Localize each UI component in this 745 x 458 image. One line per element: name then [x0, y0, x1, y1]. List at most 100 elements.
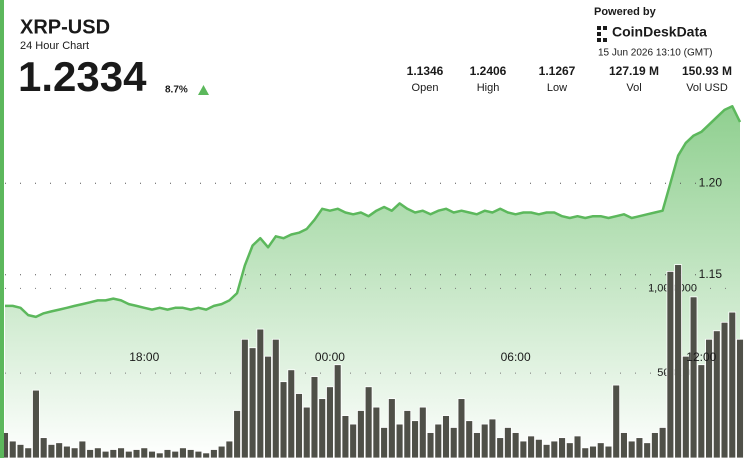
- stat-value: 1.2406: [470, 64, 507, 78]
- volume-bar: [240, 338, 249, 458]
- volume-bar: [519, 440, 528, 458]
- volume-bar: [39, 437, 48, 458]
- powered-by: Powered by: [594, 6, 657, 18]
- volume-bar: [573, 435, 582, 458]
- volume-bar: [163, 449, 172, 458]
- volume-bar: [333, 364, 342, 458]
- volume-bar: [86, 449, 94, 458]
- volume-bar: [426, 432, 435, 458]
- volume-bar: [47, 444, 56, 458]
- volume-bar: [380, 427, 388, 458]
- volume-bar: [418, 406, 427, 458]
- price: 1.2334: [18, 53, 147, 100]
- volume-bar: [202, 452, 211, 458]
- volume-bar: [8, 440, 17, 458]
- volume-bar: [70, 447, 79, 458]
- change: 8.7%: [165, 85, 188, 96]
- volume-bar: [16, 444, 25, 458]
- volume-bar: [627, 440, 636, 458]
- volume-bar: [689, 296, 698, 458]
- volume-bar: [264, 355, 272, 458]
- volume-bar: [434, 423, 443, 458]
- volume-bar: [63, 445, 71, 458]
- volume-bar: [256, 328, 265, 458]
- volume-bar: [658, 427, 667, 458]
- volume-bar: [279, 381, 288, 458]
- title: XRP-USD: [20, 16, 110, 38]
- stats: 1.1346 Open 1.2406 High 1.1267 Low 127.19 M Vol…: [407, 64, 732, 94]
- volume-bar: [589, 445, 597, 458]
- volume-bar: [565, 442, 574, 458]
- y-tick-label: 1.15: [699, 267, 723, 281]
- volume-bar: [341, 415, 350, 458]
- volume-bar: [635, 437, 644, 458]
- volume-bar: [457, 398, 466, 458]
- volume-bar: [117, 447, 125, 458]
- stat-label: Low: [547, 82, 567, 94]
- price-area: [5, 106, 740, 458]
- volume-bar: [387, 398, 396, 458]
- volume-bar: [132, 449, 141, 458]
- x-tick-label: 00:00: [315, 350, 345, 364]
- volume-bar: [225, 440, 234, 458]
- volume-bar: [612, 384, 621, 458]
- volume-bar: [24, 447, 33, 458]
- volume-bar: [511, 432, 520, 458]
- plot: 1,000,000500,0001.201.1518:0000:0006:001…: [1, 105, 744, 458]
- volume-bar: [604, 445, 613, 458]
- volume-bar: [78, 440, 87, 458]
- volume-bar: [643, 442, 652, 458]
- volume-bar: [93, 447, 102, 458]
- volume-bar: [217, 445, 226, 458]
- volume-bar: [442, 415, 450, 458]
- volume-bar: [480, 423, 489, 458]
- volume-bar: [55, 442, 64, 458]
- x-tick-label: 06:00: [501, 350, 531, 364]
- volume-bar: [302, 406, 311, 458]
- volume-bar: [372, 406, 381, 458]
- volume-bar: [395, 423, 404, 458]
- volume-bar: [295, 393, 303, 458]
- volume-bar: [179, 447, 187, 458]
- volume-bar: [558, 437, 566, 458]
- left-border: [0, 0, 4, 458]
- volume-bar: [248, 347, 257, 458]
- volume-bar: [488, 418, 497, 458]
- stat-value: 1.1346: [407, 64, 444, 78]
- stat-value: 127.19 M: [609, 64, 659, 78]
- volume-bar: [326, 386, 334, 458]
- volume-bar: [411, 420, 419, 458]
- volume-bar: [32, 389, 40, 458]
- volume-bar: [194, 450, 203, 458]
- volume-bar: [403, 410, 412, 458]
- stat-label: Open: [412, 82, 439, 94]
- volume-bar: [155, 452, 164, 458]
- volume-bar: [271, 338, 280, 458]
- volume-bar: [534, 438, 543, 458]
- volume-bar: [473, 432, 481, 458]
- volume-bar: [550, 440, 559, 458]
- volume-bar: [101, 450, 110, 458]
- volume-bar: [736, 338, 744, 458]
- volume-bar: [651, 432, 659, 458]
- volume-bar: [542, 444, 551, 458]
- price-line: [5, 105, 742, 319]
- volume-bar: [140, 447, 149, 458]
- timestamp: 15 Jun 2026 13:10 (GMT): [598, 48, 713, 59]
- volume-bar: [720, 321, 729, 458]
- volume-bar: [504, 427, 512, 458]
- volume-bar: [681, 355, 690, 458]
- volume-bar: [357, 410, 365, 458]
- volume-bar: [124, 450, 133, 458]
- volume-bar: [148, 450, 156, 458]
- stat-value: 1.1267: [539, 64, 576, 78]
- stat-label: Vol: [626, 82, 641, 94]
- volume-bar: [364, 386, 373, 458]
- volume-bar: [620, 432, 628, 458]
- volume-bar: [171, 450, 180, 458]
- volume-bar: [310, 376, 319, 458]
- logo-icon: [597, 26, 607, 42]
- volume-bar: [674, 264, 682, 458]
- stat-label: Vol USD: [686, 82, 728, 94]
